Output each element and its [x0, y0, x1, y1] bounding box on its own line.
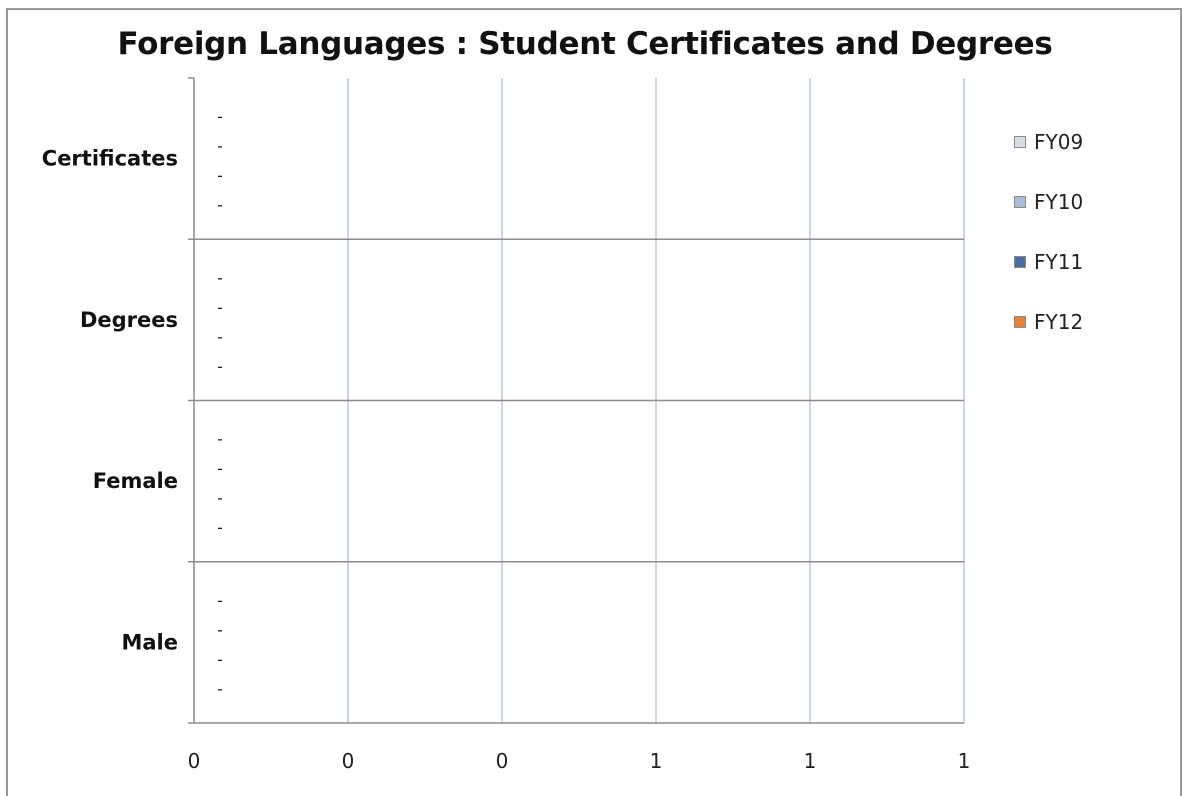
x-tick-label: 0	[496, 749, 509, 773]
legend-swatch-fy10	[1014, 196, 1026, 208]
category-label: Male	[121, 630, 178, 654]
x-tick-label: 0	[342, 749, 355, 773]
category-label: Female	[93, 469, 178, 493]
bar-data-label: -	[217, 268, 223, 287]
legend-label-fy10: FY10	[1034, 190, 1084, 214]
bar-data-label: -	[217, 327, 223, 346]
legend-item-fy09: FY09	[1014, 112, 1083, 172]
bar-data-label: -	[217, 591, 223, 610]
legend-swatch-fy09	[1014, 136, 1026, 148]
chart-legend: FY09 FY10 FY11 FY12	[1014, 112, 1083, 352]
legend-item-fy11: FY11	[1014, 232, 1083, 292]
x-tick-label: 0	[188, 749, 201, 773]
bar-data-label: -	[217, 679, 223, 698]
legend-item-fy12: FY12	[1014, 292, 1083, 352]
bar-data-label: -	[217, 518, 223, 537]
bar-data-label: -	[217, 357, 223, 376]
legend-item-fy10: FY10	[1014, 172, 1083, 232]
bar-data-label: -	[217, 489, 223, 508]
legend-swatch-fy11	[1014, 256, 1026, 268]
legend-swatch-fy12	[1014, 316, 1026, 328]
bar-data-label: -	[217, 137, 223, 156]
x-tick-label: 1	[804, 749, 817, 773]
bar-data-label: -	[217, 298, 223, 317]
chart-title: Foreign Languages : Student Certificates…	[117, 26, 1053, 62]
legend-label-fy12: FY12	[1034, 310, 1084, 334]
x-tick-label: 1	[958, 749, 971, 773]
bar-data-label: -	[217, 620, 223, 639]
bar-data-label: -	[217, 650, 223, 669]
legend-label-fy09: FY09	[1034, 130, 1084, 154]
legend-label-fy11: FY11	[1034, 250, 1084, 274]
chart-frame	[6, 8, 1182, 796]
x-tick-label: 1	[650, 749, 663, 773]
category-label: Degrees	[80, 308, 178, 332]
bar-data-label: -	[217, 166, 223, 185]
bar-data-label: -	[217, 459, 223, 478]
bar-data-label: -	[217, 107, 223, 126]
bar-data-label: -	[217, 430, 223, 449]
category-label: Certificates	[42, 147, 178, 171]
bar-data-label: -	[217, 196, 223, 215]
